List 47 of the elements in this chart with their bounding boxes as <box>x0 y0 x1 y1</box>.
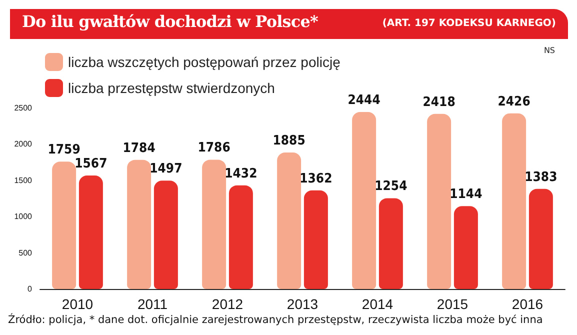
data-label: 2426 <box>498 94 530 110</box>
x-tick-label: 2014 <box>362 296 394 312</box>
chart-title: Do ilu gwałtów dochodzi w Polsce* <box>22 12 318 31</box>
data-label: 1567 <box>74 156 108 172</box>
x-tick-label: 2010 <box>62 296 94 312</box>
data-label: 1885 <box>272 134 306 149</box>
bar <box>427 114 452 289</box>
y-tick-label: 1500 <box>14 176 33 185</box>
legend-label: liczba przestępstw stwierdzonych <box>68 80 275 96</box>
text: NS <box>544 46 555 55</box>
x-tick-label: 2015 <box>436 296 468 312</box>
y-tick-label: 2000 <box>14 140 33 149</box>
y-tick-label: 0 <box>28 284 33 294</box>
data-label: 1144 <box>450 187 482 202</box>
legend-label: liczba wszczętych postępowań przez policję <box>68 54 341 70</box>
data-label: 1759 <box>48 142 80 158</box>
bar <box>502 113 526 289</box>
bar <box>78 176 103 289</box>
bar <box>202 160 226 289</box>
bar <box>454 206 478 289</box>
x-tick-label: 2013 <box>286 296 318 312</box>
data-label: 1383 <box>524 170 558 185</box>
data-label: 2418 <box>422 94 456 110</box>
data-label: 1786 <box>198 140 230 156</box>
bar <box>277 152 302 289</box>
data-label: 1432 <box>224 166 258 182</box>
y-tick-label: 2500 <box>14 104 33 112</box>
bar <box>528 188 553 289</box>
data-label: 1784 <box>122 140 156 156</box>
bar <box>378 198 403 289</box>
chart-subtitle: (ART. 197 KODEKSU KARNEGO) <box>382 18 556 29</box>
bar <box>304 190 328 289</box>
data-label: 2444 <box>348 93 380 108</box>
y-tick-label: 1000 <box>14 212 33 222</box>
data-label: 1254 <box>374 179 408 194</box>
data-label: 1362 <box>300 171 332 186</box>
x-tick-label: 2016 <box>512 296 544 312</box>
y-tick-label: 500 <box>18 248 33 258</box>
x-tick-label: 2012 <box>212 296 244 312</box>
text: Źródło: policja, * dane dot. oficjalnie zarejestrowanych przestępstw, rzeczywista liczba może być inna <box>8 314 543 326</box>
bar <box>228 185 253 289</box>
bar <box>154 180 178 289</box>
bar <box>352 112 376 289</box>
bar <box>127 160 152 289</box>
data-label: 1497 <box>150 162 182 177</box>
bar <box>52 162 76 289</box>
x-tick-label: 2011 <box>137 296 168 312</box>
